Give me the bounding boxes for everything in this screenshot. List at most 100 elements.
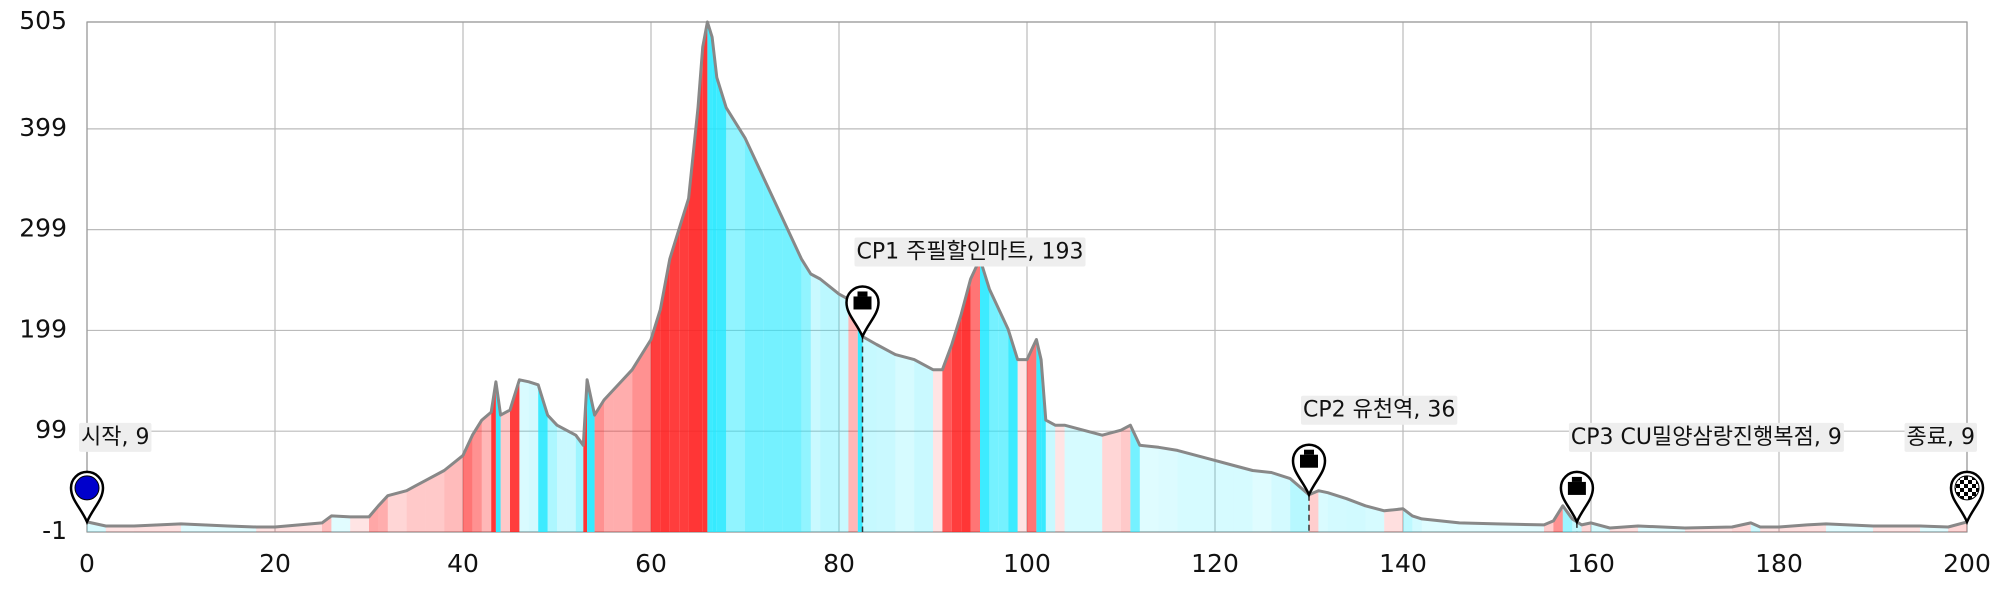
slope-fill bbox=[1139, 445, 1159, 532]
slope-fill bbox=[1102, 430, 1121, 532]
slope-fill bbox=[712, 37, 717, 532]
shop-icon bbox=[853, 296, 872, 310]
slope-fill bbox=[1177, 450, 1197, 532]
elevation-line bbox=[86, 20, 1968, 530]
slope-fill bbox=[980, 258, 990, 532]
slope-fill bbox=[857, 291, 863, 532]
slope-fill bbox=[862, 336, 877, 532]
slope-fill bbox=[707, 22, 713, 532]
finish-icon bbox=[1954, 475, 1980, 501]
checkpoint-label: CP3 CU밀양삼랑진행복점, 9 bbox=[1571, 425, 1842, 450]
slope-fill bbox=[472, 420, 482, 532]
slope-fill bbox=[1045, 420, 1056, 532]
slope-fill bbox=[538, 384, 548, 532]
slope-fill bbox=[679, 198, 689, 532]
slope-fill bbox=[1130, 425, 1140, 532]
shop-icon bbox=[1567, 481, 1586, 495]
slope-fill bbox=[594, 399, 604, 532]
slope-fill bbox=[933, 369, 943, 532]
x-tick-label: 40 bbox=[447, 549, 479, 578]
slope-fill bbox=[1196, 455, 1215, 532]
slope-fill bbox=[810, 273, 821, 532]
shop-icon-roof bbox=[1571, 476, 1582, 482]
x-tick-label: 160 bbox=[1567, 549, 1615, 578]
slope-fill bbox=[848, 291, 858, 532]
slope-fill bbox=[566, 430, 576, 532]
slope-fill bbox=[1309, 490, 1319, 532]
x-tick-label: 180 bbox=[1755, 549, 1803, 578]
slope-fill bbox=[745, 137, 764, 532]
checkpoint-label: CP2 유천역, 36 bbox=[1303, 398, 1455, 423]
slope-fill bbox=[519, 379, 529, 532]
slope-fill bbox=[444, 455, 463, 532]
slope-fill bbox=[416, 480, 426, 532]
slope-fill bbox=[604, 389, 614, 532]
y-tick-label: 99 bbox=[35, 415, 67, 444]
slope-fill bbox=[481, 412, 492, 532]
x-tick-label: 140 bbox=[1379, 549, 1427, 578]
checkpoint-label-bg bbox=[1568, 422, 1844, 452]
slope-fill bbox=[1008, 329, 1018, 532]
slope-fill bbox=[1365, 505, 1385, 532]
checkpoint-label-bg bbox=[854, 237, 1086, 267]
slope-fill bbox=[1421, 518, 1441, 532]
slope-fill bbox=[716, 77, 727, 532]
slope-fill bbox=[1271, 472, 1291, 532]
slope-fill bbox=[669, 228, 680, 533]
slope-fill bbox=[688, 107, 698, 532]
checkpoint-label: CP1 주필할인마트, 193 bbox=[857, 239, 1084, 264]
slope-fill bbox=[876, 344, 896, 532]
y-tick-label: 299 bbox=[19, 214, 67, 243]
x-tick-label: 200 bbox=[1943, 549, 1991, 578]
slope-fill bbox=[839, 294, 849, 532]
slope-fill bbox=[801, 258, 811, 532]
slope-fill bbox=[782, 218, 802, 532]
slope-fill bbox=[942, 344, 952, 532]
slope-fill bbox=[1083, 430, 1103, 532]
slope-fill bbox=[989, 289, 999, 532]
slope-fill bbox=[528, 381, 539, 532]
slope-fill bbox=[463, 435, 473, 532]
slope-fill bbox=[1233, 465, 1253, 532]
slope-fill bbox=[1064, 425, 1084, 532]
checkpoint: CP3 CU밀양삼랑진행복점, 9 bbox=[1559, 422, 1844, 532]
slope-fill bbox=[1036, 339, 1042, 532]
slope-fill bbox=[369, 505, 379, 532]
slope-fill bbox=[726, 107, 745, 532]
checkpoint: CP2 유천역, 36 bbox=[1291, 395, 1458, 532]
slope-fill bbox=[961, 279, 971, 532]
slope-fill bbox=[1017, 359, 1027, 532]
y-tick-label: -1 bbox=[42, 516, 67, 545]
shop-icon-roof bbox=[857, 291, 868, 297]
slope-fill bbox=[491, 381, 496, 532]
slope-fill bbox=[632, 339, 651, 532]
checkpoint-label: 종료, 9 bbox=[1907, 425, 1975, 450]
x-tick-label: 20 bbox=[259, 549, 291, 578]
y-tick-label: 199 bbox=[19, 314, 67, 343]
slope-fill bbox=[914, 359, 933, 532]
slope-fill bbox=[970, 258, 980, 532]
slope-fill bbox=[500, 410, 510, 532]
slope-fill bbox=[1158, 447, 1178, 532]
slope-fill bbox=[998, 309, 1009, 532]
slope-fill bbox=[1215, 460, 1234, 532]
x-tick-label: 0 bbox=[79, 549, 95, 578]
checkpoint-label: 시작, 9 bbox=[81, 425, 149, 450]
slope-fill bbox=[1121, 425, 1131, 532]
slope-fill bbox=[613, 369, 633, 532]
slope-fill bbox=[1562, 505, 1573, 532]
start-icon bbox=[74, 475, 100, 501]
slope-fill bbox=[1327, 492, 1347, 532]
slope-fill bbox=[1055, 425, 1065, 532]
slope-fill bbox=[1027, 339, 1037, 532]
slope-fill bbox=[575, 435, 584, 532]
shop-icon bbox=[1300, 454, 1318, 468]
x-tick-label: 120 bbox=[1191, 549, 1239, 578]
slope-fill bbox=[425, 470, 445, 532]
slope-fill bbox=[951, 314, 962, 532]
y-tick-label: 399 bbox=[19, 113, 67, 142]
slope-fill bbox=[495, 381, 501, 532]
slope-fill bbox=[1544, 520, 1554, 532]
checkpoint: 종료, 9 bbox=[1904, 422, 1985, 526]
